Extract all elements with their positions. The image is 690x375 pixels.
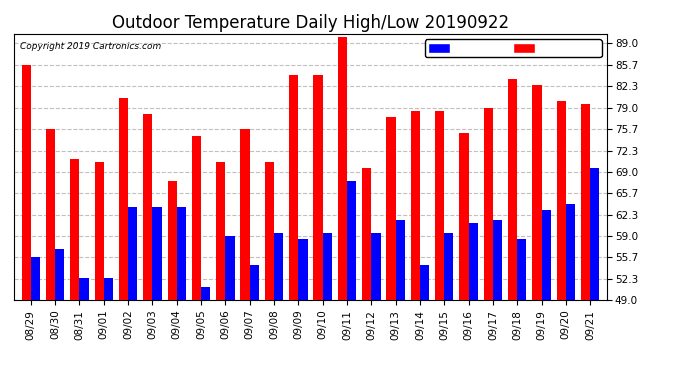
Bar: [362, 168, 371, 300]
Bar: [313, 75, 323, 300]
Bar: [31, 257, 40, 300]
Bar: [104, 278, 113, 300]
Bar: [70, 159, 79, 300]
Bar: [240, 129, 250, 300]
Bar: [518, 239, 526, 300]
Bar: [581, 104, 590, 300]
Bar: [265, 162, 274, 300]
Legend: Low  (°F), High  (°F): Low (°F), High (°F): [424, 39, 602, 57]
Bar: [201, 287, 210, 300]
Bar: [590, 168, 600, 300]
Bar: [168, 181, 177, 300]
Bar: [289, 75, 298, 300]
Bar: [323, 232, 332, 300]
Bar: [532, 85, 542, 300]
Bar: [226, 236, 235, 300]
Bar: [95, 162, 103, 300]
Bar: [144, 114, 152, 300]
Bar: [337, 37, 347, 300]
Bar: [493, 220, 502, 300]
Bar: [420, 265, 429, 300]
Bar: [371, 232, 381, 300]
Bar: [484, 108, 493, 300]
Bar: [411, 111, 420, 300]
Bar: [460, 133, 469, 300]
Text: Copyright 2019 Cartronics.com: Copyright 2019 Cartronics.com: [20, 42, 161, 51]
Bar: [119, 98, 128, 300]
Bar: [298, 239, 308, 300]
Bar: [216, 162, 226, 300]
Bar: [128, 207, 137, 300]
Bar: [444, 232, 453, 300]
Bar: [152, 207, 161, 300]
Bar: [192, 136, 201, 300]
Bar: [395, 220, 405, 300]
Bar: [557, 101, 566, 300]
Bar: [79, 278, 89, 300]
Bar: [21, 64, 31, 300]
Bar: [46, 129, 55, 300]
Bar: [566, 204, 575, 300]
Bar: [250, 265, 259, 300]
Bar: [55, 249, 64, 300]
Bar: [177, 207, 186, 300]
Title: Outdoor Temperature Daily High/Low 20190922: Outdoor Temperature Daily High/Low 20190…: [112, 14, 509, 32]
Bar: [274, 232, 284, 300]
Bar: [469, 223, 477, 300]
Bar: [347, 181, 356, 300]
Bar: [386, 117, 395, 300]
Bar: [542, 210, 551, 300]
Bar: [508, 79, 518, 300]
Bar: [435, 111, 444, 300]
